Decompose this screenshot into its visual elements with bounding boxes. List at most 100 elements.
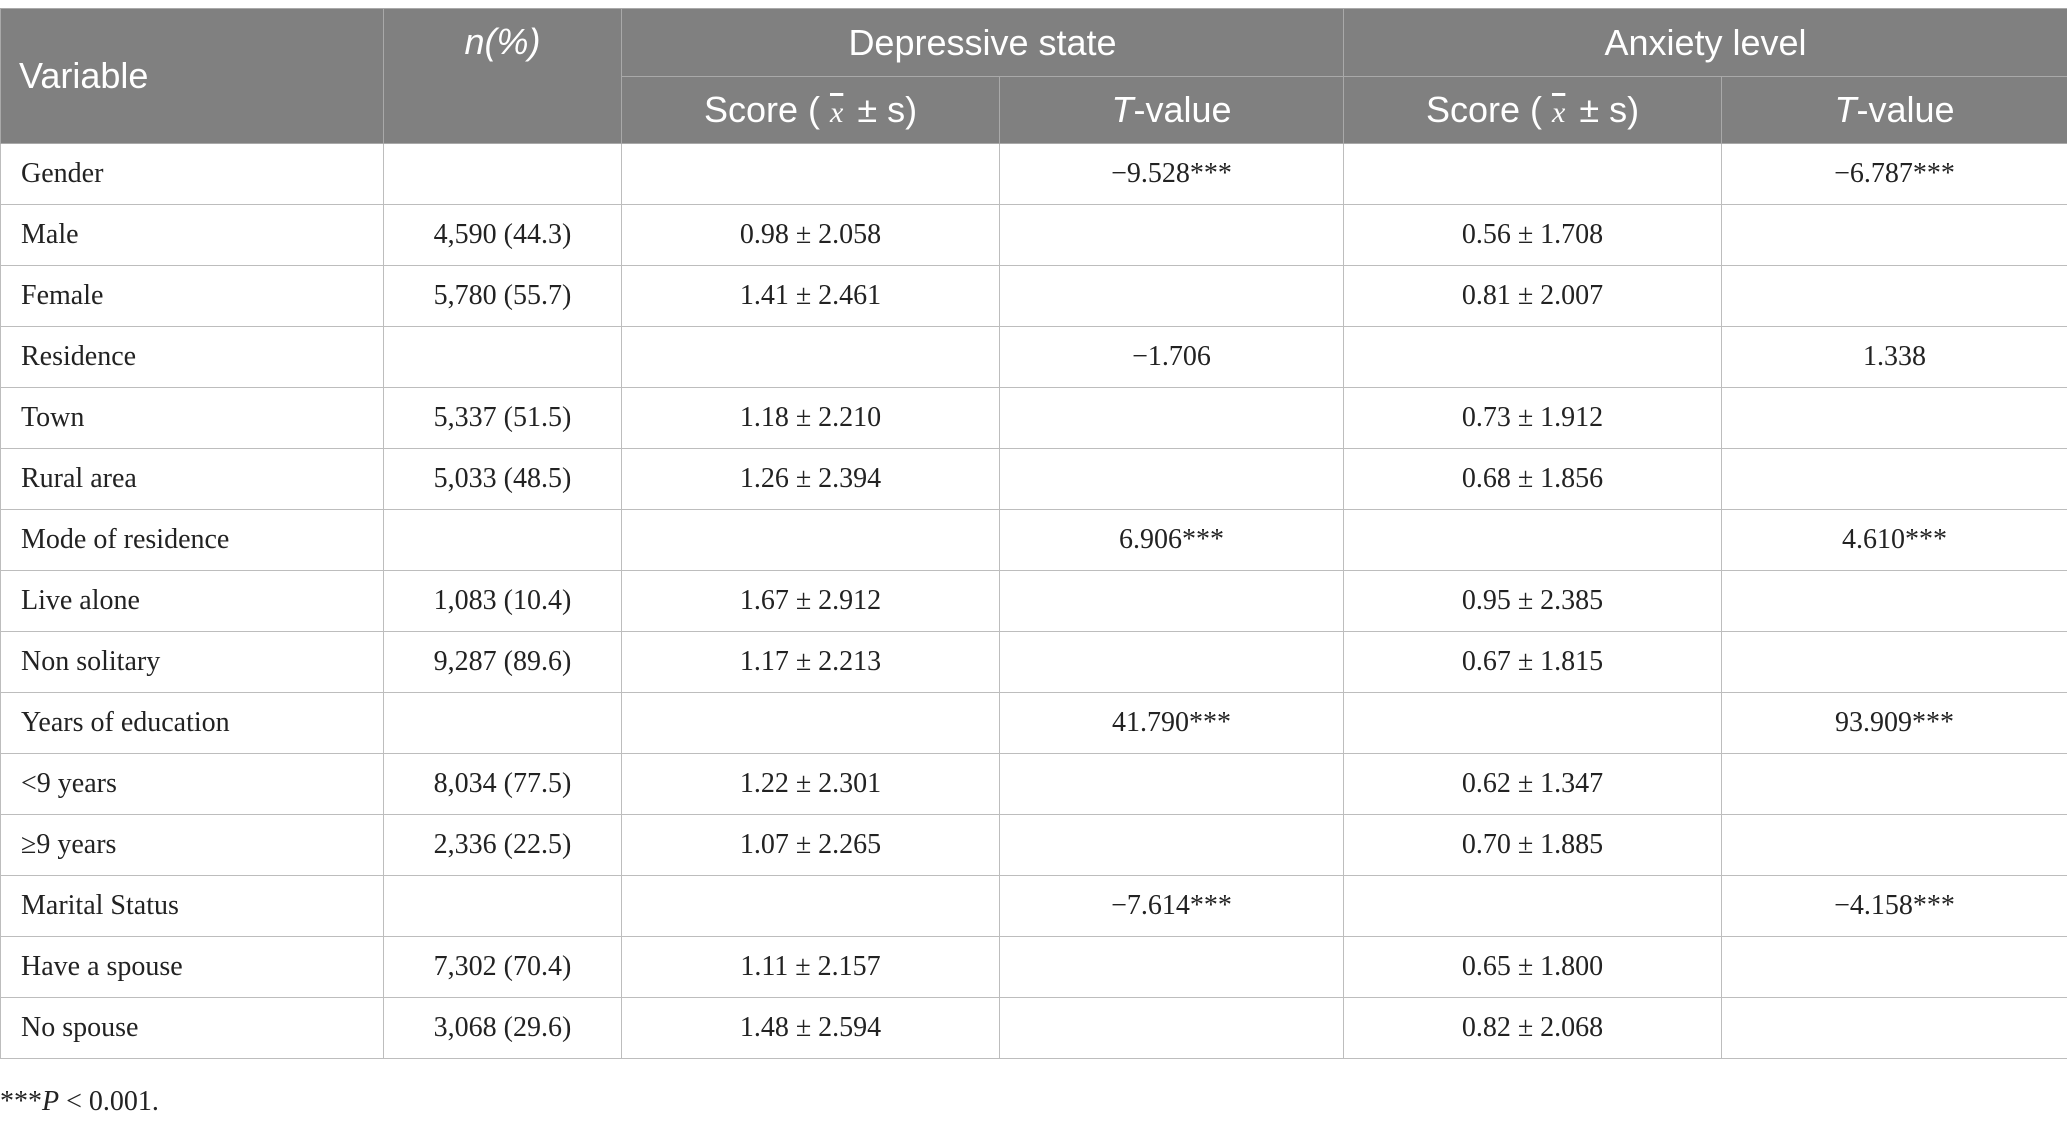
table-row: Gender −9.528*** −6.787*** [0, 143, 2067, 205]
footnote-stars: *** [0, 1086, 42, 1117]
cell-n-percent: 1,083 (10.4) [383, 570, 622, 632]
cell-dep-tvalue [999, 814, 1344, 876]
cell-dep-tvalue [999, 997, 1344, 1059]
cell-variable: Town [0, 387, 384, 449]
header-anxiety-level: Anxiety level [1342, 8, 2067, 77]
score-label-post: ± s) [1579, 89, 1640, 130]
cell-n-percent: 2,336 (22.5) [383, 814, 622, 876]
table-row: Years of education 41.790*** 93.909*** [0, 692, 2067, 754]
cell-anx-score: 0.67 ± 1.815 [1343, 631, 1722, 693]
cell-dep-tvalue: −9.528*** [999, 143, 1344, 205]
cell-variable: Female [0, 265, 384, 327]
cell-anx-score: 0.81 ± 2.007 [1343, 265, 1722, 327]
header-anx-score: Score ( x ± s) [1343, 76, 1722, 144]
cell-anx-score [1343, 692, 1722, 754]
cell-dep-score: 1.41 ± 2.461 [621, 265, 1000, 327]
table-row: ≥9 years 2,336 (22.5) 1.07 ± 2.265 0.70 ± 1… [0, 814, 2067, 876]
cell-anx-score [1343, 875, 1722, 937]
header-n-percent: n(%) [383, 8, 622, 144]
cell-anx-tvalue [1720, 631, 2067, 693]
cell-anx-tvalue: 93.909*** [1720, 692, 2067, 754]
cell-n-percent [383, 509, 622, 571]
cell-variable: Marital Status [0, 875, 384, 937]
footnote: ***P < 0.001. [0, 1086, 159, 1118]
cell-anx-tvalue [1720, 204, 2067, 266]
table-row: Town 5,337 (51.5) 1.18 ± 2.210 0.73 ± 1.912 [0, 387, 2067, 449]
cell-dep-tvalue: 6.906*** [999, 509, 1344, 571]
cell-variable: Mode of residence [0, 509, 384, 571]
table-body: Gender −9.528*** −6.787*** Male 4,590 (44.3)… [0, 143, 2067, 1059]
header-dep-score: Score (x ± s) [621, 76, 1000, 144]
cell-n-percent: 4,590 (44.3) [383, 204, 622, 266]
score-label-pre: Score ( [1425, 89, 1542, 130]
cell-n-percent: 9,287 (89.6) [383, 631, 622, 693]
cell-dep-tvalue [999, 204, 1344, 266]
cell-dep-tvalue [999, 936, 1344, 998]
header-variable: Variable [0, 8, 384, 144]
cell-dep-score: 1.17 ± 2.213 [621, 631, 1000, 693]
cell-dep-tvalue: 41.790*** [999, 692, 1344, 754]
cell-anx-score: 0.73 ± 1.912 [1343, 387, 1722, 449]
cell-n-percent: 7,302 (70.4) [383, 936, 622, 998]
cell-anx-score: 0.70 ± 1.885 [1343, 814, 1722, 876]
cell-dep-score: 1.11 ± 2.157 [621, 936, 1000, 998]
cell-anx-score [1343, 509, 1722, 571]
table-row: Male 4,590 (44.3) 0.98 ± 2.058 0.56 ± 1.708 [0, 204, 2067, 266]
cell-n-percent: 3,068 (29.6) [383, 997, 622, 1059]
table-row: Residence −1.706 1.338 [0, 326, 2067, 388]
cell-dep-score [621, 875, 1000, 937]
header-dep-tvalue: T-value [999, 76, 1344, 144]
cell-anx-score: 0.82 ± 2.068 [1343, 997, 1722, 1059]
cell-n-percent [383, 875, 622, 937]
cell-anx-tvalue: −6.787*** [1720, 143, 2067, 205]
header-depressive-state: Depressive state [621, 8, 1344, 77]
data-table: Variable n(%) Depressive state Anxiety l… [0, 8, 2067, 1059]
cell-n-percent [383, 692, 622, 754]
cell-dep-score: 1.67 ± 2.912 [621, 570, 1000, 632]
cell-dep-score: 1.22 ± 2.301 [621, 753, 1000, 815]
cell-dep-score: 1.07 ± 2.265 [621, 814, 1000, 876]
table-row: Live alone 1,083 (10.4) 1.67 ± 2.912 0.95 ±… [0, 570, 2067, 632]
cell-anx-score [1343, 326, 1722, 388]
cell-dep-score: 1.26 ± 2.394 [621, 448, 1000, 510]
table-row: Rural area 5,033 (48.5) 1.26 ± 2.394 0.68 ±… [0, 448, 2067, 510]
cell-anx-tvalue: 4.610*** [1720, 509, 2067, 571]
cell-anx-score: 0.56 ± 1.708 [1343, 204, 1722, 266]
cell-variable: Years of education [0, 692, 384, 754]
cell-anx-score: 0.95 ± 2.385 [1343, 570, 1722, 632]
cell-dep-tvalue [999, 265, 1344, 327]
cell-dep-score: 1.18 ± 2.210 [621, 387, 1000, 449]
cell-dep-tvalue [999, 570, 1344, 632]
cell-anx-tvalue [1720, 387, 2067, 449]
cell-anx-score: 0.68 ± 1.856 [1343, 448, 1722, 510]
table-header: Variable n(%) Depressive state Anxiety l… [0, 8, 2067, 144]
table-row: <9 years 8,034 (77.5) 1.22 ± 2.301 0.62 ± 1… [0, 753, 2067, 815]
data-table-container: Variable n(%) Depressive state Anxiety l… [0, 8, 2067, 1059]
cell-anx-tvalue: 1.338 [1720, 326, 2067, 388]
footnote-text: < 0.001. [59, 1086, 159, 1117]
tvalue-t: T [1834, 89, 1857, 130]
footnote-p: P [42, 1086, 60, 1117]
cell-anx-tvalue: −4.158*** [1720, 875, 2067, 937]
cell-anx-tvalue [1720, 753, 2067, 815]
table-row: Female 5,780 (55.7) 1.41 ± 2.461 0.81 ± 2.0… [0, 265, 2067, 327]
xbar-symbol: x [1551, 96, 1566, 129]
tvalue-rest: -value [1133, 89, 1232, 130]
tvalue-rest: -value [1856, 89, 1955, 130]
cell-anx-tvalue [1720, 265, 2067, 327]
cell-variable: Rural area [0, 448, 384, 510]
xbar-symbol: x [829, 96, 844, 129]
cell-dep-score [621, 326, 1000, 388]
tvalue-t: T [1111, 89, 1134, 130]
cell-anx-score: 0.65 ± 1.800 [1343, 936, 1722, 998]
cell-dep-score: 1.48 ± 2.594 [621, 997, 1000, 1059]
cell-variable: Male [0, 204, 384, 266]
header-anx-tvalue: T-value [1720, 76, 2067, 144]
cell-variable: Non solitary [0, 631, 384, 693]
cell-dep-score: 0.98 ± 2.058 [621, 204, 1000, 266]
table-row: Marital Status −7.614*** −4.158*** [0, 875, 2067, 937]
cell-variable: Have a spouse [0, 936, 384, 998]
score-label-pre: Score ( [703, 89, 820, 130]
cell-n-percent: 8,034 (77.5) [383, 753, 622, 815]
cell-variable: <9 years [0, 753, 384, 815]
